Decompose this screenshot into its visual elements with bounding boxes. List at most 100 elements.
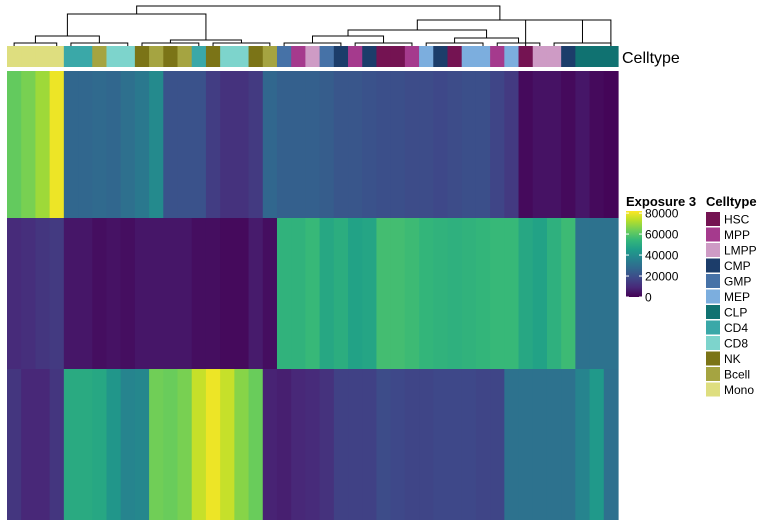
celltype-legend-swatch — [706, 289, 720, 304]
heatmap-cell — [92, 369, 108, 520]
heatmap-cell — [276, 369, 292, 520]
heatmap-cell — [191, 218, 207, 369]
celltype-legend-title: Celltype — [706, 194, 757, 209]
heatmap-cell — [362, 71, 378, 218]
heatmap-cell — [106, 218, 122, 369]
heatmap-cell — [205, 71, 221, 218]
dendrogram-link — [496, 42, 541, 46]
celltype-legend-label: GMP — [724, 275, 751, 289]
annotation-cell — [49, 46, 65, 67]
celltype-legend-label: MEP — [724, 290, 750, 304]
celltype-legend-label: CLP — [724, 306, 747, 320]
dendrogram-link — [136, 5, 501, 20]
annotation-cell — [291, 46, 306, 67]
annotation-cell — [575, 46, 591, 67]
celltype-legend-swatch — [706, 382, 720, 397]
dendrogram-link — [283, 42, 342, 46]
annotation-cell — [504, 46, 520, 67]
celltype-annotation-label: Celltype — [622, 50, 680, 67]
heatmap-cell — [362, 218, 378, 369]
annotation-cell — [589, 46, 605, 67]
heatmap-cell — [561, 71, 576, 218]
dendrogram-link — [425, 42, 484, 46]
annotation-cell — [319, 46, 335, 67]
annotation-cell — [149, 46, 164, 67]
heatmap-cell — [575, 218, 591, 369]
heatmap-cell — [120, 218, 136, 369]
colorbar-legend: Exposure 3 80000 60000 40000 20000 0 — [626, 194, 696, 305]
annotation-cell — [134, 46, 150, 67]
annotation-cell — [21, 46, 37, 67]
column-dendrogram — [13, 5, 612, 46]
heatmap-cell — [276, 71, 292, 218]
heatmap-cell — [419, 71, 434, 218]
colorbar-tick-label: 0 — [645, 291, 652, 305]
heatmap-cell — [390, 218, 406, 369]
heatmap-cell — [234, 71, 250, 218]
annotation-cell — [106, 46, 122, 67]
annotation-cell — [191, 46, 207, 67]
heatmap-cell — [78, 369, 93, 520]
heatmap-cell — [348, 369, 363, 520]
celltype-legend-label: NK — [724, 352, 741, 366]
heatmap-cell — [291, 71, 306, 218]
heatmap-cell — [433, 218, 449, 369]
heatmap-cell — [461, 71, 477, 218]
heatmap-cell — [333, 218, 349, 369]
heatmap-cell — [262, 218, 278, 369]
heatmap-cell — [490, 218, 505, 369]
heatmap-cell — [490, 369, 505, 520]
heatmap-cell — [518, 218, 534, 369]
dendrogram-link — [70, 42, 129, 46]
annotation-cell — [447, 46, 463, 67]
annotation-cell — [163, 46, 179, 67]
colorbar-tick-label: 20000 — [645, 270, 679, 284]
heatmap-cell — [390, 369, 406, 520]
heatmap-cell — [404, 218, 420, 369]
heatmap-cell — [404, 369, 420, 520]
celltype-legend-swatch — [706, 243, 720, 257]
heatmap-cell — [376, 71, 392, 218]
heatmap-cell — [35, 369, 51, 520]
heatmap-cell — [248, 71, 264, 218]
heatmap-cell — [319, 369, 335, 520]
heatmap-cell — [49, 71, 65, 218]
annotation-cell — [561, 46, 576, 67]
celltype-legend-label: CD8 — [724, 337, 748, 351]
heatmap-cell — [205, 369, 221, 520]
dendrogram-link — [212, 42, 271, 46]
heatmap-cell — [177, 71, 193, 218]
heatmap-cell — [319, 71, 335, 218]
heatmap-cell — [390, 71, 406, 218]
heatmap-cell — [561, 218, 576, 369]
celltype-legend-swatch — [706, 274, 720, 288]
annotation-cell — [348, 46, 363, 67]
annotation-cell — [120, 46, 136, 67]
celltype-legend-swatch — [706, 320, 720, 335]
heatmap-cell — [589, 71, 605, 218]
dendrogram-link — [13, 42, 58, 46]
annotation-cell — [376, 46, 392, 67]
dendrogram-link — [34, 35, 100, 43]
annotation-cell — [234, 46, 250, 67]
heatmap-cell — [504, 218, 520, 369]
heatmap-cell — [291, 218, 306, 369]
heatmap-cell — [305, 218, 321, 369]
annotation-cell — [262, 46, 278, 67]
heatmap-cell — [134, 369, 150, 520]
heatmap-cell — [7, 218, 22, 369]
annotation-cell — [78, 46, 93, 67]
heatmap-cell — [248, 369, 264, 520]
celltype-legend-swatch — [706, 351, 720, 366]
colorbar-gradient — [626, 211, 642, 297]
heatmap-cell — [21, 369, 37, 520]
celltype-legend-swatch — [706, 258, 720, 273]
heatmap-cell — [92, 218, 108, 369]
annotation-cell — [362, 46, 378, 67]
heatmap-cell — [589, 218, 605, 369]
celltype-legend-label: Mono — [724, 383, 754, 397]
heatmap-cell — [546, 369, 562, 520]
heatmap-cell — [262, 369, 278, 520]
heatmap-cell — [92, 71, 108, 218]
heatmap-cell — [504, 71, 520, 218]
